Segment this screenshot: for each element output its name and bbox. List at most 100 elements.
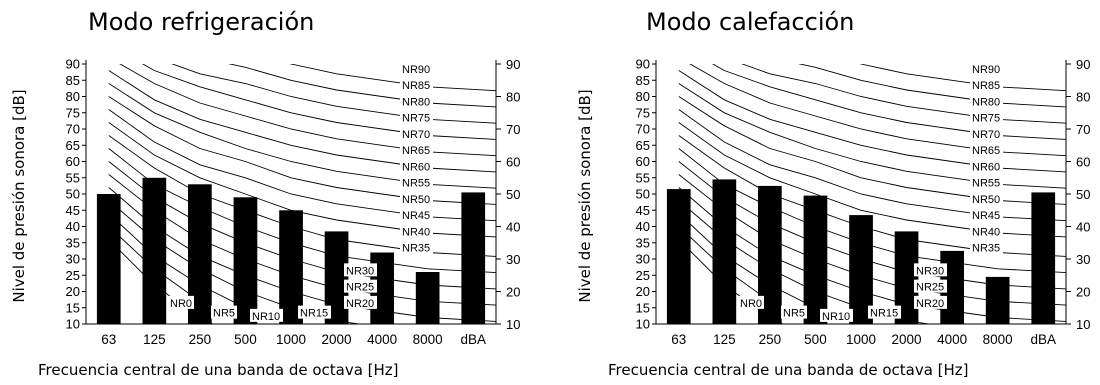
y-tick-label: 50 bbox=[636, 187, 650, 202]
nr-label-nr40: NR40 bbox=[402, 226, 430, 238]
nr-label-nr80: NR80 bbox=[972, 96, 1000, 108]
x-tick-label: 2000 bbox=[892, 332, 922, 347]
y-axis-title: Nivel de presión sonora [dB] bbox=[576, 89, 594, 302]
nr-label-nr60: NR60 bbox=[972, 161, 1000, 173]
bar-63 bbox=[666, 189, 691, 324]
nr-label-bg bbox=[400, 110, 433, 124]
y-tick-label: 55 bbox=[636, 170, 650, 185]
y-tick-label-right: 80 bbox=[506, 90, 520, 105]
nr-label-nr85: NR85 bbox=[402, 80, 430, 92]
nr-curve-nr0 bbox=[108, 239, 214, 324]
y-tick-label: 75 bbox=[636, 105, 650, 120]
y-tick-label: 15 bbox=[636, 300, 650, 315]
nr-label-bg bbox=[970, 78, 1003, 92]
nr-label-bg bbox=[400, 175, 433, 189]
nr-label-nr10: NR10 bbox=[822, 311, 850, 323]
y-tick-label-right: 60 bbox=[506, 155, 520, 170]
bar-1000 bbox=[279, 210, 303, 325]
bar-125 bbox=[142, 177, 167, 325]
x-tick-label: 4000 bbox=[367, 332, 397, 347]
nr-curve-nr65 bbox=[678, 70, 1066, 173]
x-tick-label: dBA bbox=[460, 332, 486, 347]
nr-label-bg bbox=[970, 126, 1003, 140]
nr-label-nr0: NR0 bbox=[740, 298, 762, 310]
nr-curve-nr75 bbox=[712, 64, 1066, 140]
nr-label-bg bbox=[400, 61, 433, 75]
nr-label-bg bbox=[400, 224, 433, 238]
x-tick-label: dBA bbox=[1030, 332, 1056, 347]
nr-label-bg bbox=[738, 295, 764, 309]
y-tick-label: 90 bbox=[66, 57, 80, 72]
nr-label-bg bbox=[400, 143, 433, 157]
nr-label-nr35: NR35 bbox=[972, 243, 1000, 255]
nr-label-nr20: NR20 bbox=[916, 298, 944, 310]
nr-label-bg bbox=[344, 279, 377, 293]
bar-dba bbox=[461, 192, 486, 324]
nr-label-nr90: NR90 bbox=[402, 64, 430, 76]
nr-label-bg bbox=[344, 295, 377, 309]
nr-curve-nr10 bbox=[108, 213, 293, 324]
nr-label-nr75: NR75 bbox=[972, 113, 1000, 125]
y-tick-label-right: 30 bbox=[506, 252, 520, 267]
nr-label-bg bbox=[970, 191, 1003, 205]
nr-label-nr65: NR65 bbox=[972, 145, 1000, 157]
y-tick-label-right: 20 bbox=[506, 285, 520, 300]
y-tick-label: 35 bbox=[66, 235, 80, 250]
nr-curve-nr5 bbox=[108, 226, 247, 324]
nr-label-bg bbox=[400, 126, 433, 140]
nr-curves bbox=[678, 64, 1066, 324]
nr-label-bg bbox=[250, 308, 283, 322]
bar-63 bbox=[96, 194, 121, 324]
nr-label-nr30: NR30 bbox=[346, 265, 374, 277]
y-tick-label: 85 bbox=[636, 73, 650, 88]
y-tick-label: 15 bbox=[66, 300, 80, 315]
x-axis-title: Frecuencia central de una banda de octav… bbox=[38, 361, 399, 379]
nr-label-nr15: NR15 bbox=[300, 308, 328, 320]
y-tick-label: 75 bbox=[66, 105, 80, 120]
nr-label-nr10: NR10 bbox=[252, 311, 280, 323]
y-tick-label: 40 bbox=[66, 219, 80, 234]
nr-label-bg bbox=[400, 78, 433, 92]
x-tick-label: 4000 bbox=[937, 332, 967, 347]
nr-label-nr45: NR45 bbox=[402, 210, 430, 222]
y-tick-label-right: 50 bbox=[506, 187, 520, 202]
nr-curve-nr75 bbox=[142, 64, 496, 140]
nr-curve-nr70 bbox=[689, 64, 1066, 157]
nr-label-bg bbox=[970, 110, 1003, 124]
nr-label-nr90: NR90 bbox=[972, 64, 1000, 76]
nr-label-nr60: NR60 bbox=[402, 161, 430, 173]
nr-curve-nr55 bbox=[108, 96, 496, 205]
y-tick-label: 65 bbox=[66, 138, 80, 153]
y-tick-label-right: 90 bbox=[506, 57, 520, 72]
bar-1000 bbox=[849, 215, 873, 324]
y-tick-label: 55 bbox=[66, 170, 80, 185]
nr-label-bg bbox=[400, 208, 433, 222]
nr-label-nr35: NR35 bbox=[402, 243, 430, 255]
nr-label-bg bbox=[970, 159, 1003, 173]
bar-2000 bbox=[324, 231, 349, 324]
chart-title: Modo refrigeración bbox=[88, 8, 314, 36]
x-tick-label: 250 bbox=[189, 332, 212, 347]
y-tick-label: 85 bbox=[66, 73, 80, 88]
nr-curve-nr55 bbox=[678, 96, 1066, 205]
y-tick-label-right: 10 bbox=[506, 317, 520, 332]
bar-250 bbox=[758, 185, 782, 324]
nr-label-bg bbox=[298, 305, 331, 319]
y-tick-label-right: 40 bbox=[1076, 220, 1090, 235]
nr-label-bg bbox=[970, 143, 1003, 157]
x-axis-title: Frecuencia central de una banda de octav… bbox=[608, 361, 969, 379]
nr-label-bg bbox=[970, 94, 1003, 108]
x-tick-label: 125 bbox=[143, 332, 166, 347]
x-tick-label: 500 bbox=[234, 332, 257, 347]
nr-label-bg bbox=[344, 263, 377, 277]
y-tick-label: 35 bbox=[636, 235, 650, 250]
y-tick-label: 30 bbox=[66, 252, 80, 267]
y-tick-label: 25 bbox=[66, 268, 80, 283]
y-tick-label: 25 bbox=[636, 268, 650, 283]
bar-8000 bbox=[985, 276, 1010, 324]
y-tick-label-right: 70 bbox=[1076, 122, 1090, 137]
y-tick-label-right: 30 bbox=[1076, 252, 1090, 267]
panel-cooling: Modo refrigeración NR0 NR5 NR10 NR15 NR20 NR25… bbox=[10, 8, 520, 379]
nr-label-nr0: NR0 bbox=[170, 298, 192, 310]
